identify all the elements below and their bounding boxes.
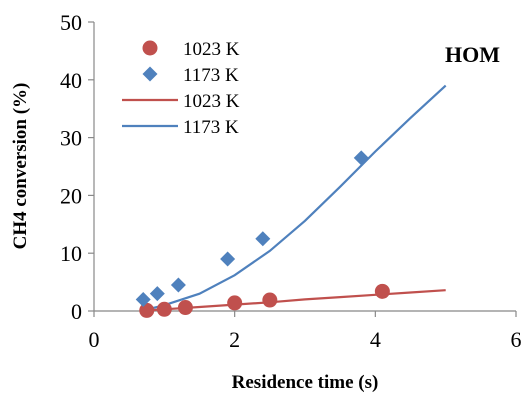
x-tick-label: 6 [511, 327, 522, 352]
diamond-marker [149, 286, 165, 302]
diamond-marker [255, 231, 271, 247]
x-tick-label: 4 [370, 327, 381, 352]
plot-area [135, 84, 447, 318]
legend-marker [142, 40, 158, 56]
diamond-marker [220, 251, 236, 267]
x-tick-label: 2 [229, 327, 240, 352]
tick-labels: 0 10 20 30 40 50 0 2 4 6 [60, 10, 522, 352]
legend-label: 1173 K [183, 117, 239, 138]
circle-marker [262, 292, 278, 308]
legend-label: 1023 K [183, 39, 240, 60]
x-axis-title: Residence time (s) [232, 372, 379, 393]
diamond-marker [135, 291, 151, 307]
y-tick-label: 20 [60, 183, 82, 208]
y-tick-label: 40 [60, 68, 82, 93]
annotation-label: HOM [445, 42, 500, 67]
trend-line-1173-k [150, 84, 447, 310]
circle-marker [374, 283, 390, 299]
legend-label: 1173 K [183, 65, 239, 86]
diamond-marker [353, 150, 369, 166]
x-tick-label: 0 [89, 327, 100, 352]
y-tick-label: 0 [71, 299, 82, 324]
legend-label: 1023 K [183, 91, 240, 112]
circle-marker [227, 295, 243, 311]
y-tick-label: 30 [60, 126, 82, 151]
circle-marker [156, 301, 172, 317]
y-tick-label: 10 [60, 241, 82, 266]
legend: 1023 K 1173 K 1023 K 1173 K [122, 39, 240, 138]
circle-marker [177, 300, 193, 316]
y-axis-title: CH4 conversion (%) [10, 83, 31, 250]
diamond-marker [170, 277, 186, 293]
y-tick-label: 50 [60, 10, 82, 35]
legend-marker [142, 66, 158, 82]
